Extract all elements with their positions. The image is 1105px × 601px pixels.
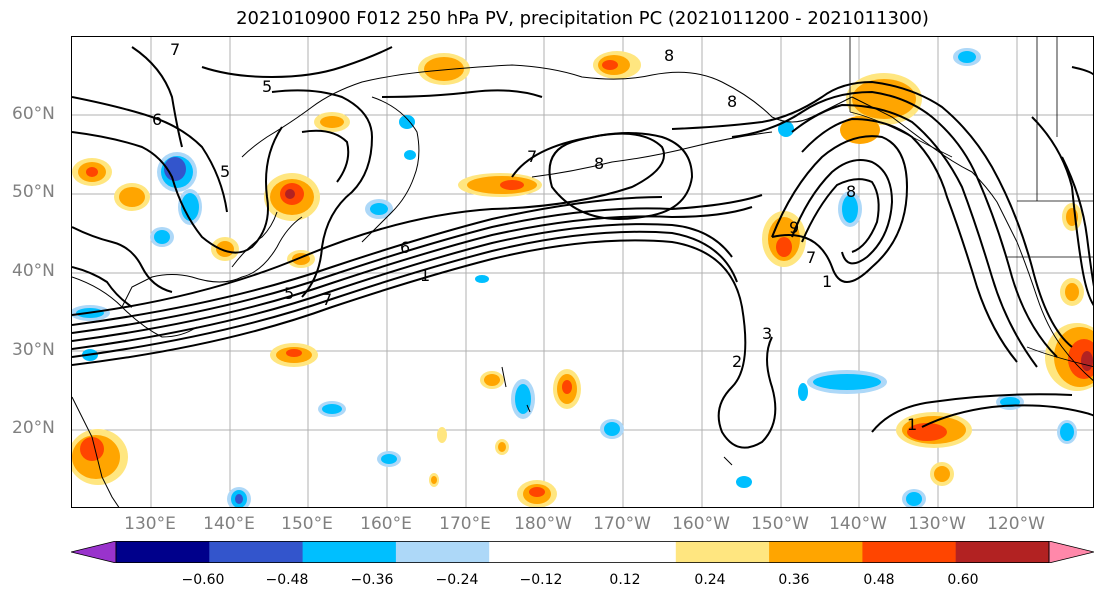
- colorbar-tick: −0.36: [350, 572, 394, 588]
- coastlines: [72, 64, 1093, 507]
- colorbar-segment: [582, 541, 677, 563]
- colorbar-extend-low: [71, 541, 117, 563]
- colorbar-tick: 0.60: [947, 572, 979, 588]
- contour-label: 1: [907, 415, 917, 434]
- lon-label: 170°W: [593, 514, 651, 534]
- colorbar-extend-high: [1048, 541, 1094, 563]
- lat-label: 30°N: [12, 340, 55, 360]
- pv-contours: [72, 46, 1093, 449]
- contour-label: 5: [262, 77, 272, 96]
- map-title: 2021010900 F012 250 hPa PV, precipitatio…: [236, 8, 929, 29]
- colorbar-tick: −0.24: [435, 572, 479, 588]
- contour-label: 1: [822, 272, 832, 291]
- colorbar-tick: 0.24: [694, 572, 726, 588]
- colorbar-tick: 0.36: [778, 572, 810, 588]
- map-canvas: 7 5 6 5 8 7 8 9 8 7 1 2 3 1 6 1 5 7 8: [72, 37, 1093, 507]
- lon-label: 130°W: [908, 514, 966, 534]
- lon-label: 180°W: [514, 514, 572, 534]
- contour-label: 8: [727, 92, 737, 111]
- lat-label: 40°N: [12, 261, 55, 281]
- contour-label: 1: [420, 266, 430, 285]
- lat-label: 20°N: [12, 418, 55, 438]
- lon-label: 150°E: [281, 514, 333, 534]
- lon-label: 160°E: [360, 514, 412, 534]
- colorbar-tick: −0.12: [519, 572, 563, 588]
- colorbar-segment: [489, 541, 583, 563]
- colorbar-segments: [71, 541, 1094, 563]
- contour-label: 6: [400, 238, 410, 257]
- colorbar-segment: [302, 541, 397, 563]
- colorbar-tick: 0.12: [609, 572, 641, 588]
- contour-label: 8: [664, 46, 674, 65]
- map-plot-area: 7 5 6 5 8 7 8 9 8 7 1 2 3 1 6 1 5 7 8: [71, 36, 1094, 508]
- lon-label: 120°W: [987, 514, 1045, 534]
- lon-label: 160°W: [672, 514, 730, 534]
- colorbar-segment: [395, 541, 490, 563]
- contour-label: 7: [806, 248, 816, 267]
- lat-label: 60°N: [12, 104, 55, 124]
- negative-precip-anomalies: [72, 48, 1077, 507]
- contour-label: 7: [170, 40, 180, 59]
- lat-label: 50°N: [12, 182, 55, 202]
- lon-label: 130°E: [124, 514, 176, 534]
- contour-label: 2: [732, 352, 742, 371]
- colorbar-segment: [769, 541, 863, 563]
- colorbar-tick: −0.48: [265, 572, 309, 588]
- positive-precip-anomalies: [72, 51, 1093, 507]
- contour-label: 6: [152, 110, 162, 129]
- contour-label: 5: [220, 162, 230, 181]
- lon-label: 140°W: [829, 514, 887, 534]
- colorbar-segment: [116, 541, 210, 563]
- contour-label: 3: [762, 324, 772, 343]
- lon-label: 170°E: [439, 514, 491, 534]
- colorbar-tick: −0.60: [181, 572, 225, 588]
- contour-label: 7: [322, 290, 332, 309]
- contour-label: 7: [527, 147, 537, 166]
- contour-label: 8: [594, 154, 604, 173]
- lon-label: 150°W: [751, 514, 809, 534]
- lon-label: 140°E: [203, 514, 255, 534]
- colorbar-segment: [862, 541, 957, 563]
- colorbar-frame: [115, 541, 1050, 563]
- contour-labels: 7 5 6 5 8 7 8 9 8 7 1 2 3 1 6 1 5 7 8: [152, 40, 917, 434]
- contour-label: 8: [846, 182, 856, 201]
- colorbar-segment: [209, 541, 304, 563]
- colorbar: [71, 541, 1094, 563]
- colorbar-segment: [675, 541, 770, 563]
- colorbar-segment: [955, 541, 1050, 563]
- contour-label: 9: [789, 218, 799, 237]
- colorbar-tick: 0.48: [863, 572, 895, 588]
- contour-label: 5: [284, 284, 294, 303]
